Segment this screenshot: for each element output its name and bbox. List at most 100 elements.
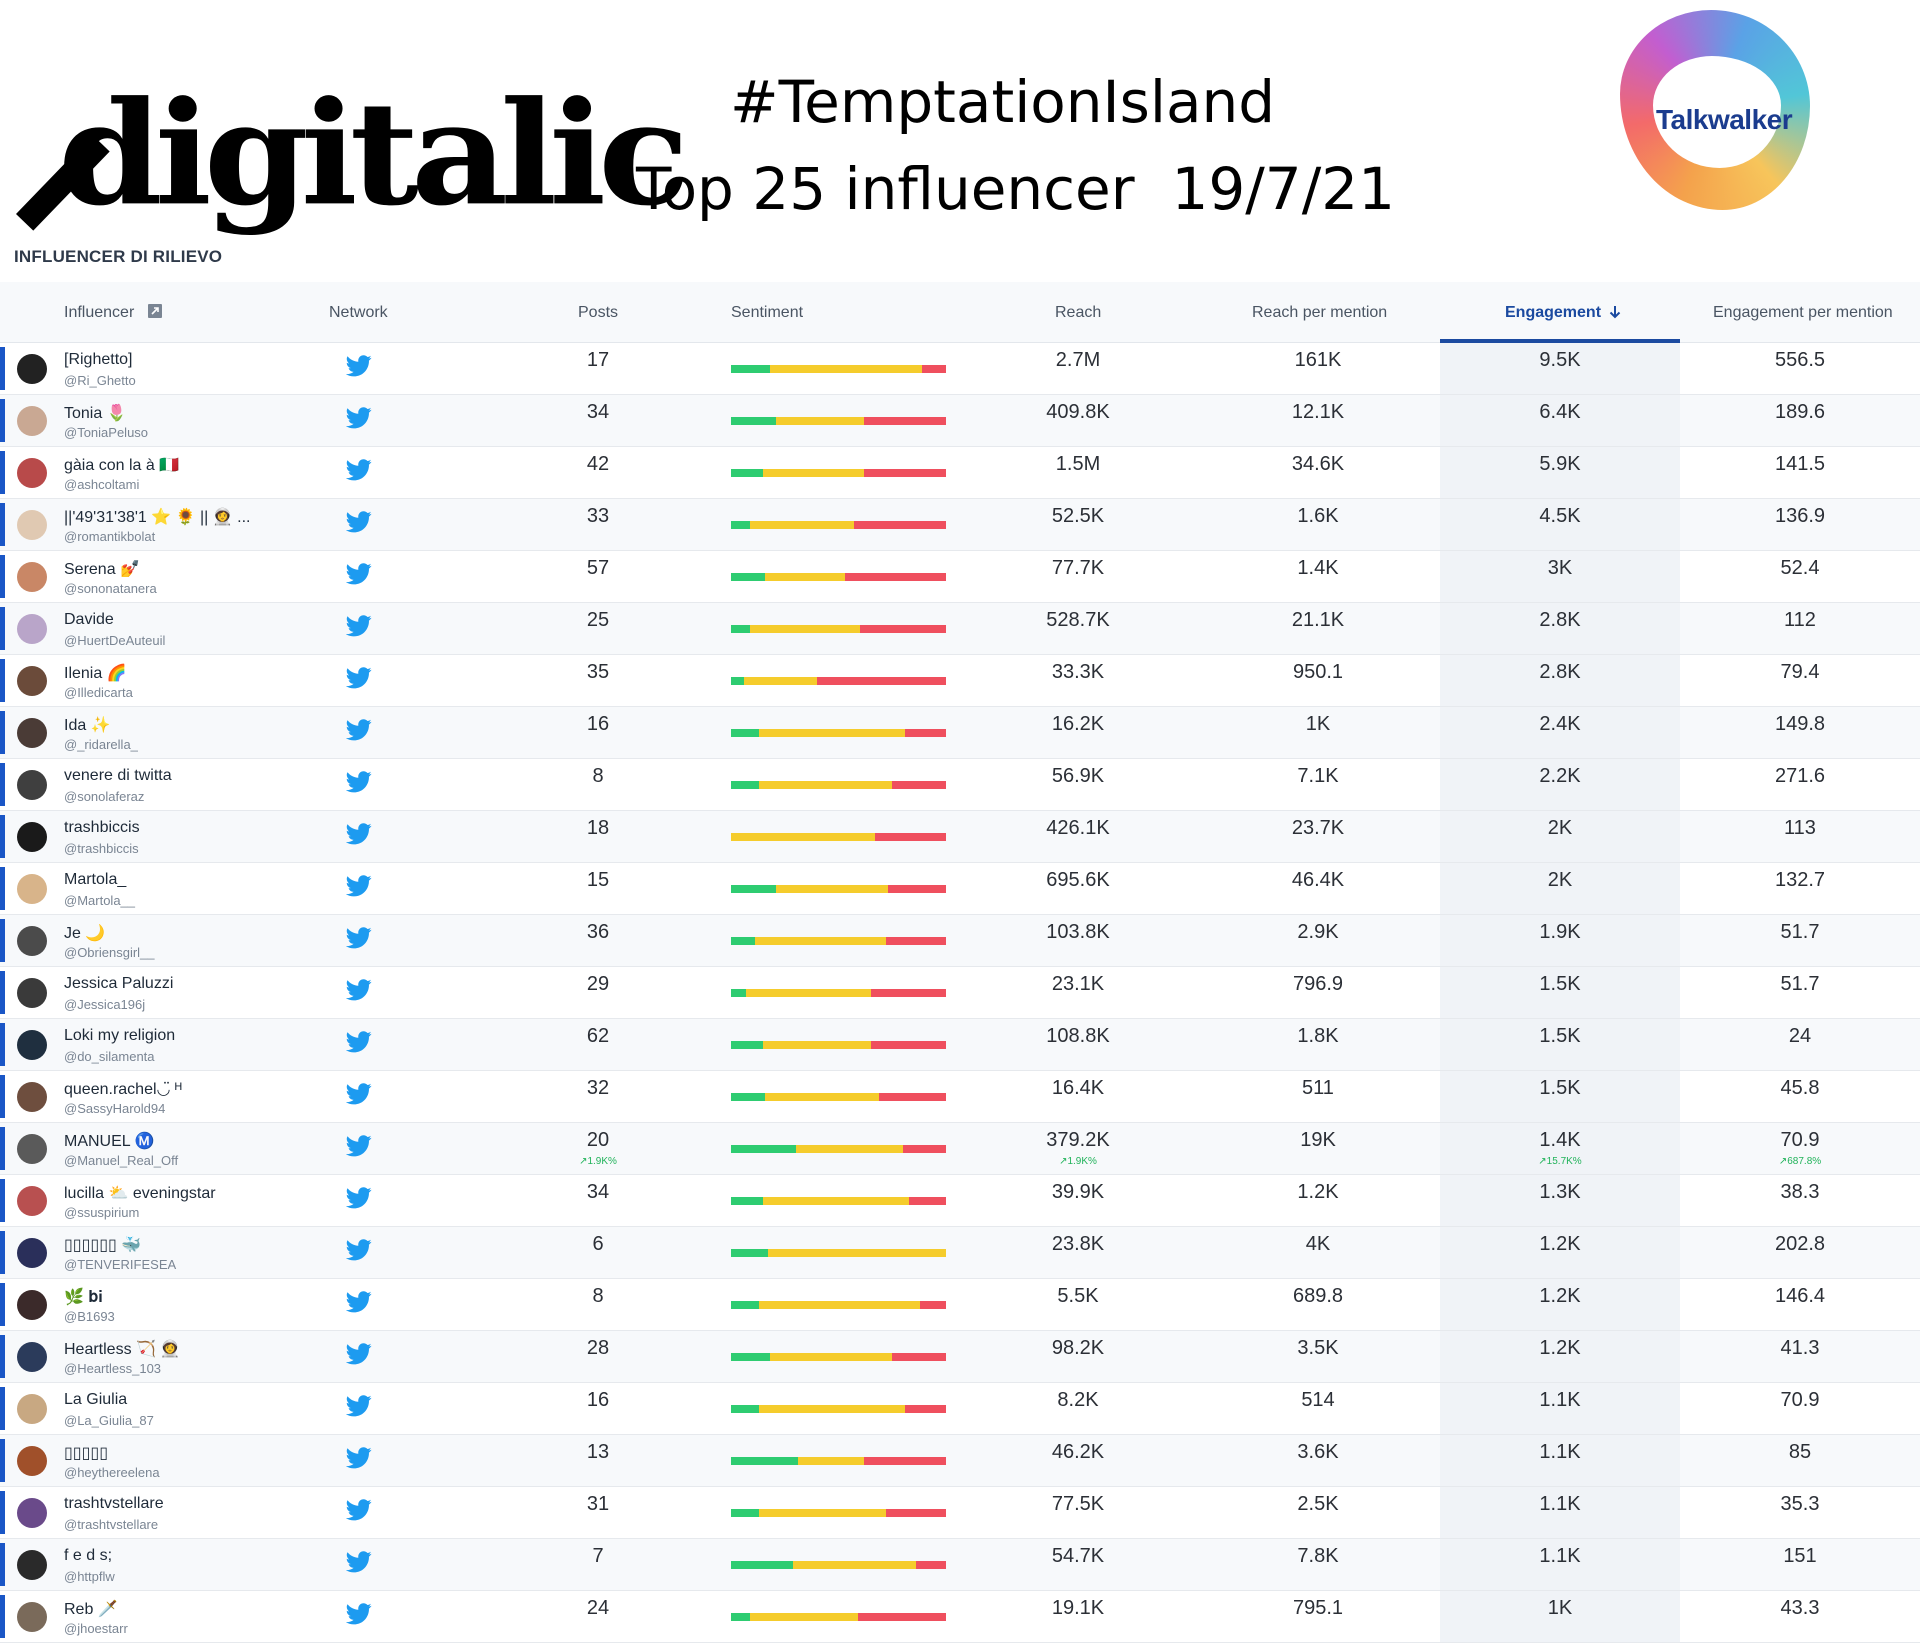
influencer-handle[interactable]: @Heartless_103 [64, 1361, 162, 1376]
table-row[interactable]: Reb 🗡️ @jhoestarr 24 19.1K 795.1 1K 43.3 [0, 1591, 1920, 1643]
avatar[interactable] [17, 1082, 47, 1112]
twitter-icon[interactable] [345, 563, 372, 585]
twitter-icon[interactable] [345, 875, 372, 897]
table-row[interactable]: Ilenia 🌈 @Illedicarta 35 33.3K 950.1 2.8K 79.4 [0, 655, 1920, 707]
table-row[interactable]: venere di twitta @sonolaferaz 8 56.9K 7.1K 2.… [0, 759, 1920, 811]
table-row[interactable]: MANUEL Ⓜ️ @Manuel_Real_Off 20 379.2K 19K 1.4K… [0, 1123, 1920, 1175]
influencer-name[interactable]: MANUEL Ⓜ️ [64, 1133, 155, 1150]
influencer-name[interactable]: La Giulia [64, 1391, 128, 1408]
twitter-icon[interactable] [345, 1291, 372, 1313]
influencer-handle[interactable]: @ssuspirium [64, 1205, 140, 1220]
avatar[interactable] [17, 614, 47, 644]
twitter-icon[interactable] [345, 1343, 372, 1365]
influencer-handle[interactable]: @HuertDeAuteuil [64, 633, 166, 648]
avatar[interactable] [17, 1342, 47, 1372]
avatar[interactable] [17, 666, 47, 696]
influencer-name[interactable]: trashbiccis [64, 819, 140, 836]
table-row[interactable]: Je 🌙 @Obriensgirl__ 36 103.8K 2.9K 1.9K 51.7 [0, 915, 1920, 967]
influencer-name[interactable]: Reb 🗡️ [64, 1601, 118, 1618]
avatar[interactable] [17, 406, 47, 436]
influencer-handle[interactable]: @Jessica196j [64, 997, 146, 1012]
influencer-name[interactable]: Ilenia 🌈 [64, 665, 127, 682]
influencer-name[interactable]: Martola_ [64, 871, 127, 888]
table-row[interactable]: 🌿 𝐛𝐢 @B1693 8 5.5K 689.8 1.2K 146.4 [0, 1279, 1920, 1331]
influencer-name[interactable]: venere di twitta [64, 767, 172, 784]
avatar[interactable] [17, 770, 47, 800]
table-row[interactable]: ||'49'31'38'1 ⭐ 🌻 || 👩‍🚀 ... @romantikbol… [0, 499, 1920, 551]
table-row[interactable]: ▯▯▯▯▯ @heythereelena 13 46.2K 3.6K 1.1K 85 [0, 1435, 1920, 1487]
influencer-handle[interactable]: @SassyHarold94 [64, 1101, 166, 1116]
avatar[interactable] [17, 978, 47, 1008]
table-row[interactable]: queen.rachel◡̈ ᴴ @SassyHarold94 32 16.4K 511… [0, 1071, 1920, 1123]
influencer-handle[interactable]: @Ri_Ghetto [64, 373, 136, 388]
twitter-icon[interactable] [345, 355, 372, 377]
table-row[interactable]: Heartless 🏹 👩‍🚀 @Heartless_103 28 98.2K 3.5K… [0, 1331, 1920, 1383]
table-row[interactable]: Loki my religion @do_silamenta 62 108.8K 1.8… [0, 1019, 1920, 1071]
avatar[interactable] [17, 1394, 47, 1424]
influencer-name[interactable]: Loki my religion [64, 1027, 176, 1044]
twitter-icon[interactable] [345, 1551, 372, 1573]
table-row[interactable]: Davide @HuertDeAuteuil 25 528.7K 21.1K 2.8K 11… [0, 603, 1920, 655]
influencer-name[interactable]: lucilla ⛅ eveningstar [64, 1185, 216, 1202]
influencer-handle[interactable]: @Martola__ [64, 893, 136, 908]
twitter-icon[interactable] [345, 1187, 372, 1209]
twitter-icon[interactable] [345, 511, 372, 533]
table-row[interactable]: gàia con la à 🇮🇹 @ashcoltami 42 1.5M 34.6K 5.… [0, 447, 1920, 499]
influencer-handle[interactable]: @httpflw [64, 1569, 115, 1584]
twitter-icon[interactable] [345, 927, 372, 949]
column-header-posts[interactable]: Posts [578, 304, 619, 321]
avatar[interactable] [17, 718, 47, 748]
influencer-handle[interactable]: @sonolaferaz [64, 789, 145, 804]
twitter-icon[interactable] [345, 667, 372, 689]
influencer-handle[interactable]: @Obriensgirl__ [64, 945, 155, 960]
influencer-name[interactable]: Davide [64, 611, 114, 628]
avatar[interactable] [17, 926, 47, 956]
influencer-name[interactable]: ||'49'31'38'1 ⭐ 🌻 || 👩‍🚀 ... [64, 509, 251, 526]
table-row[interactable]: lucilla ⛅ eveningstar @ssuspirium 34 39.9K 1… [0, 1175, 1920, 1227]
avatar[interactable] [17, 1602, 47, 1632]
twitter-icon[interactable] [345, 979, 372, 1001]
influencer-handle[interactable]: @Manuel_Real_Off [64, 1153, 179, 1168]
influencer-handle[interactable]: @Illedicarta [64, 685, 133, 700]
influencer-handle[interactable]: @ashcoltami [64, 477, 140, 492]
influencer-name[interactable]: Serena 💅 [64, 561, 140, 578]
avatar[interactable] [17, 1134, 47, 1164]
twitter-icon[interactable] [345, 615, 372, 637]
avatar[interactable] [17, 1186, 47, 1216]
table-row[interactable]: Ida ✨ @_ridarella_ 16 16.2K 1K 2.4K 149.8 [0, 707, 1920, 759]
influencer-name[interactable]: Tonia 🌷 [64, 405, 127, 422]
influencer-handle[interactable]: @_ridarella_ [64, 737, 138, 752]
avatar[interactable] [17, 1030, 47, 1060]
avatar[interactable] [17, 1238, 47, 1268]
avatar[interactable] [17, 1290, 47, 1320]
twitter-icon[interactable] [345, 1447, 372, 1469]
column-header-reach[interactable]: Reach [1055, 304, 1102, 321]
influencer-name[interactable]: ▯▯▯▯▯▯ 🐳 [64, 1237, 142, 1254]
influencer-handle[interactable]: @jhoestarr [64, 1621, 128, 1636]
twitter-icon[interactable] [345, 1395, 372, 1417]
influencer-handle[interactable]: @sononatanera [64, 581, 157, 596]
avatar[interactable] [17, 458, 47, 488]
table-row[interactable]: La Giulia @La_Giulia_87 16 8.2K 514 1.1K 70.9 [0, 1383, 1920, 1435]
avatar[interactable] [17, 1498, 47, 1528]
avatar[interactable] [17, 1446, 47, 1476]
table-row[interactable]: f e d s; @httpflw 7 54.7K 7.8K 1.1K 151 [0, 1539, 1920, 1591]
export-icon[interactable] [147, 303, 163, 319]
avatar[interactable] [17, 874, 47, 904]
influencer-handle[interactable]: @La_Giulia_87 [64, 1413, 154, 1428]
twitter-icon[interactable] [345, 407, 372, 429]
avatar[interactable] [17, 354, 47, 384]
twitter-icon[interactable] [345, 459, 372, 481]
table-row[interactable]: [Righetto] @Ri_Ghetto 17 2.7M 161K 9.5K 556.5 [0, 343, 1920, 395]
table-row[interactable]: Tonia 🌷 @ToniaPeluso 34 409.8K 12.1K 6.4K 189.… [0, 395, 1920, 447]
influencer-handle[interactable]: @heythereelena [64, 1465, 160, 1480]
avatar[interactable] [17, 510, 47, 540]
influencer-handle[interactable]: @trashbiccis [64, 841, 139, 856]
influencer-handle[interactable]: @do_silamenta [64, 1049, 155, 1064]
column-header-engagement[interactable]: Engagement [1505, 282, 1622, 342]
influencer-name[interactable]: gàia con la à 🇮🇹 [64, 457, 180, 474]
table-row[interactable]: Martola_ @Martola__ 15 695.6K 46.4K 2K 132.7 [0, 863, 1920, 915]
influencer-handle[interactable]: @romantikbolat [64, 529, 156, 544]
influencer-handle[interactable]: @TENVERIFESEA [64, 1257, 177, 1272]
influencer-name[interactable]: Je 🌙 [64, 925, 106, 942]
